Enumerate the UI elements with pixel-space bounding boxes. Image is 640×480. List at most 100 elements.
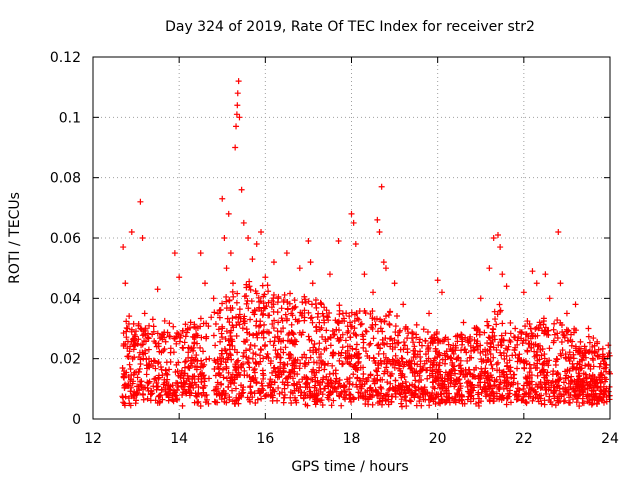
noise-point	[178, 332, 185, 339]
noise-point	[536, 356, 543, 363]
noise-point	[318, 324, 325, 331]
noise-point	[131, 335, 138, 342]
noise-point	[258, 395, 265, 402]
noise-point	[351, 364, 358, 371]
noise-point	[388, 398, 395, 405]
noise-point	[590, 356, 597, 363]
noise-point	[135, 336, 142, 343]
noise-point	[432, 337, 439, 344]
noise-point	[288, 337, 295, 344]
noise-point	[567, 337, 574, 344]
noise-point	[385, 396, 392, 403]
noise-point	[452, 342, 459, 349]
data-point	[378, 183, 385, 190]
noise-point	[235, 357, 242, 364]
noise-point	[225, 383, 232, 390]
noise-point	[299, 299, 306, 306]
noise-point	[416, 378, 423, 385]
noise-point	[197, 371, 204, 378]
noise-point	[303, 374, 310, 381]
noise-point	[258, 307, 265, 314]
noise-point	[483, 359, 490, 366]
data-point	[221, 235, 228, 241]
noise-point	[305, 309, 312, 316]
data-point	[133, 340, 140, 347]
noise-point	[278, 315, 285, 322]
noise-point	[562, 368, 569, 375]
noise-point	[193, 352, 200, 359]
noise-point	[489, 365, 496, 372]
noise-point	[498, 352, 505, 359]
noise-point	[281, 381, 288, 388]
noise-point	[258, 380, 265, 387]
noise-point	[282, 311, 289, 318]
noise-point	[360, 371, 367, 378]
noise-point	[389, 346, 396, 353]
noise-point	[321, 366, 328, 373]
noise-point	[214, 379, 221, 386]
noise-point	[203, 333, 210, 340]
noise-point	[223, 365, 230, 372]
noise-point	[320, 374, 327, 381]
noise-point	[256, 352, 263, 359]
noise-point	[468, 392, 475, 399]
noise-point	[402, 324, 409, 331]
data-point	[171, 250, 178, 257]
noise-point	[576, 345, 583, 352]
noise-point	[539, 361, 546, 368]
noise-point	[596, 363, 603, 370]
noise-point	[325, 360, 332, 367]
noise-point	[305, 298, 312, 305]
noise-point	[546, 393, 553, 400]
noise-point	[135, 322, 142, 329]
noise-point	[284, 306, 291, 313]
noise-point	[515, 333, 522, 340]
noise-point	[499, 369, 506, 376]
noise-point	[185, 375, 192, 382]
noise-point	[577, 365, 584, 372]
noise-point	[490, 354, 497, 361]
noise-point	[526, 381, 533, 388]
noise-point	[471, 336, 478, 343]
data-point	[426, 310, 433, 317]
noise-point	[602, 388, 609, 395]
noise-point	[384, 356, 391, 363]
noise-point	[156, 348, 163, 355]
data-point	[262, 274, 269, 281]
noise-point	[147, 391, 154, 398]
noise-point	[311, 340, 318, 347]
noise-point	[500, 385, 507, 392]
noise-point	[579, 380, 586, 387]
noise-point	[389, 361, 396, 368]
data-point	[258, 228, 265, 235]
noise-point	[250, 332, 257, 339]
noise-point	[364, 352, 371, 359]
noise-point	[269, 369, 276, 376]
noise-point	[382, 335, 389, 342]
noise-point	[417, 358, 424, 365]
noise-point	[228, 373, 235, 380]
noise-point	[253, 380, 260, 387]
data-point	[533, 280, 540, 287]
noise-point	[454, 355, 461, 362]
noise-point	[435, 399, 442, 406]
noise-point	[228, 327, 235, 334]
noise-point	[417, 363, 424, 370]
noise-point	[344, 323, 351, 330]
noise-point	[256, 298, 263, 305]
noise-point	[411, 343, 418, 350]
noise-point	[454, 392, 461, 399]
noise-point	[290, 360, 297, 367]
noise-point	[290, 331, 297, 338]
noise-point	[244, 329, 251, 336]
noise-point	[435, 391, 442, 398]
noise-point	[537, 395, 544, 402]
noise-point	[278, 371, 285, 378]
noise-point	[323, 307, 330, 314]
noise-point	[130, 346, 137, 353]
noise-point	[200, 320, 207, 327]
noise-point	[521, 390, 528, 397]
noise-point	[389, 384, 396, 391]
noise-point	[474, 343, 481, 350]
noise-point	[501, 356, 508, 363]
